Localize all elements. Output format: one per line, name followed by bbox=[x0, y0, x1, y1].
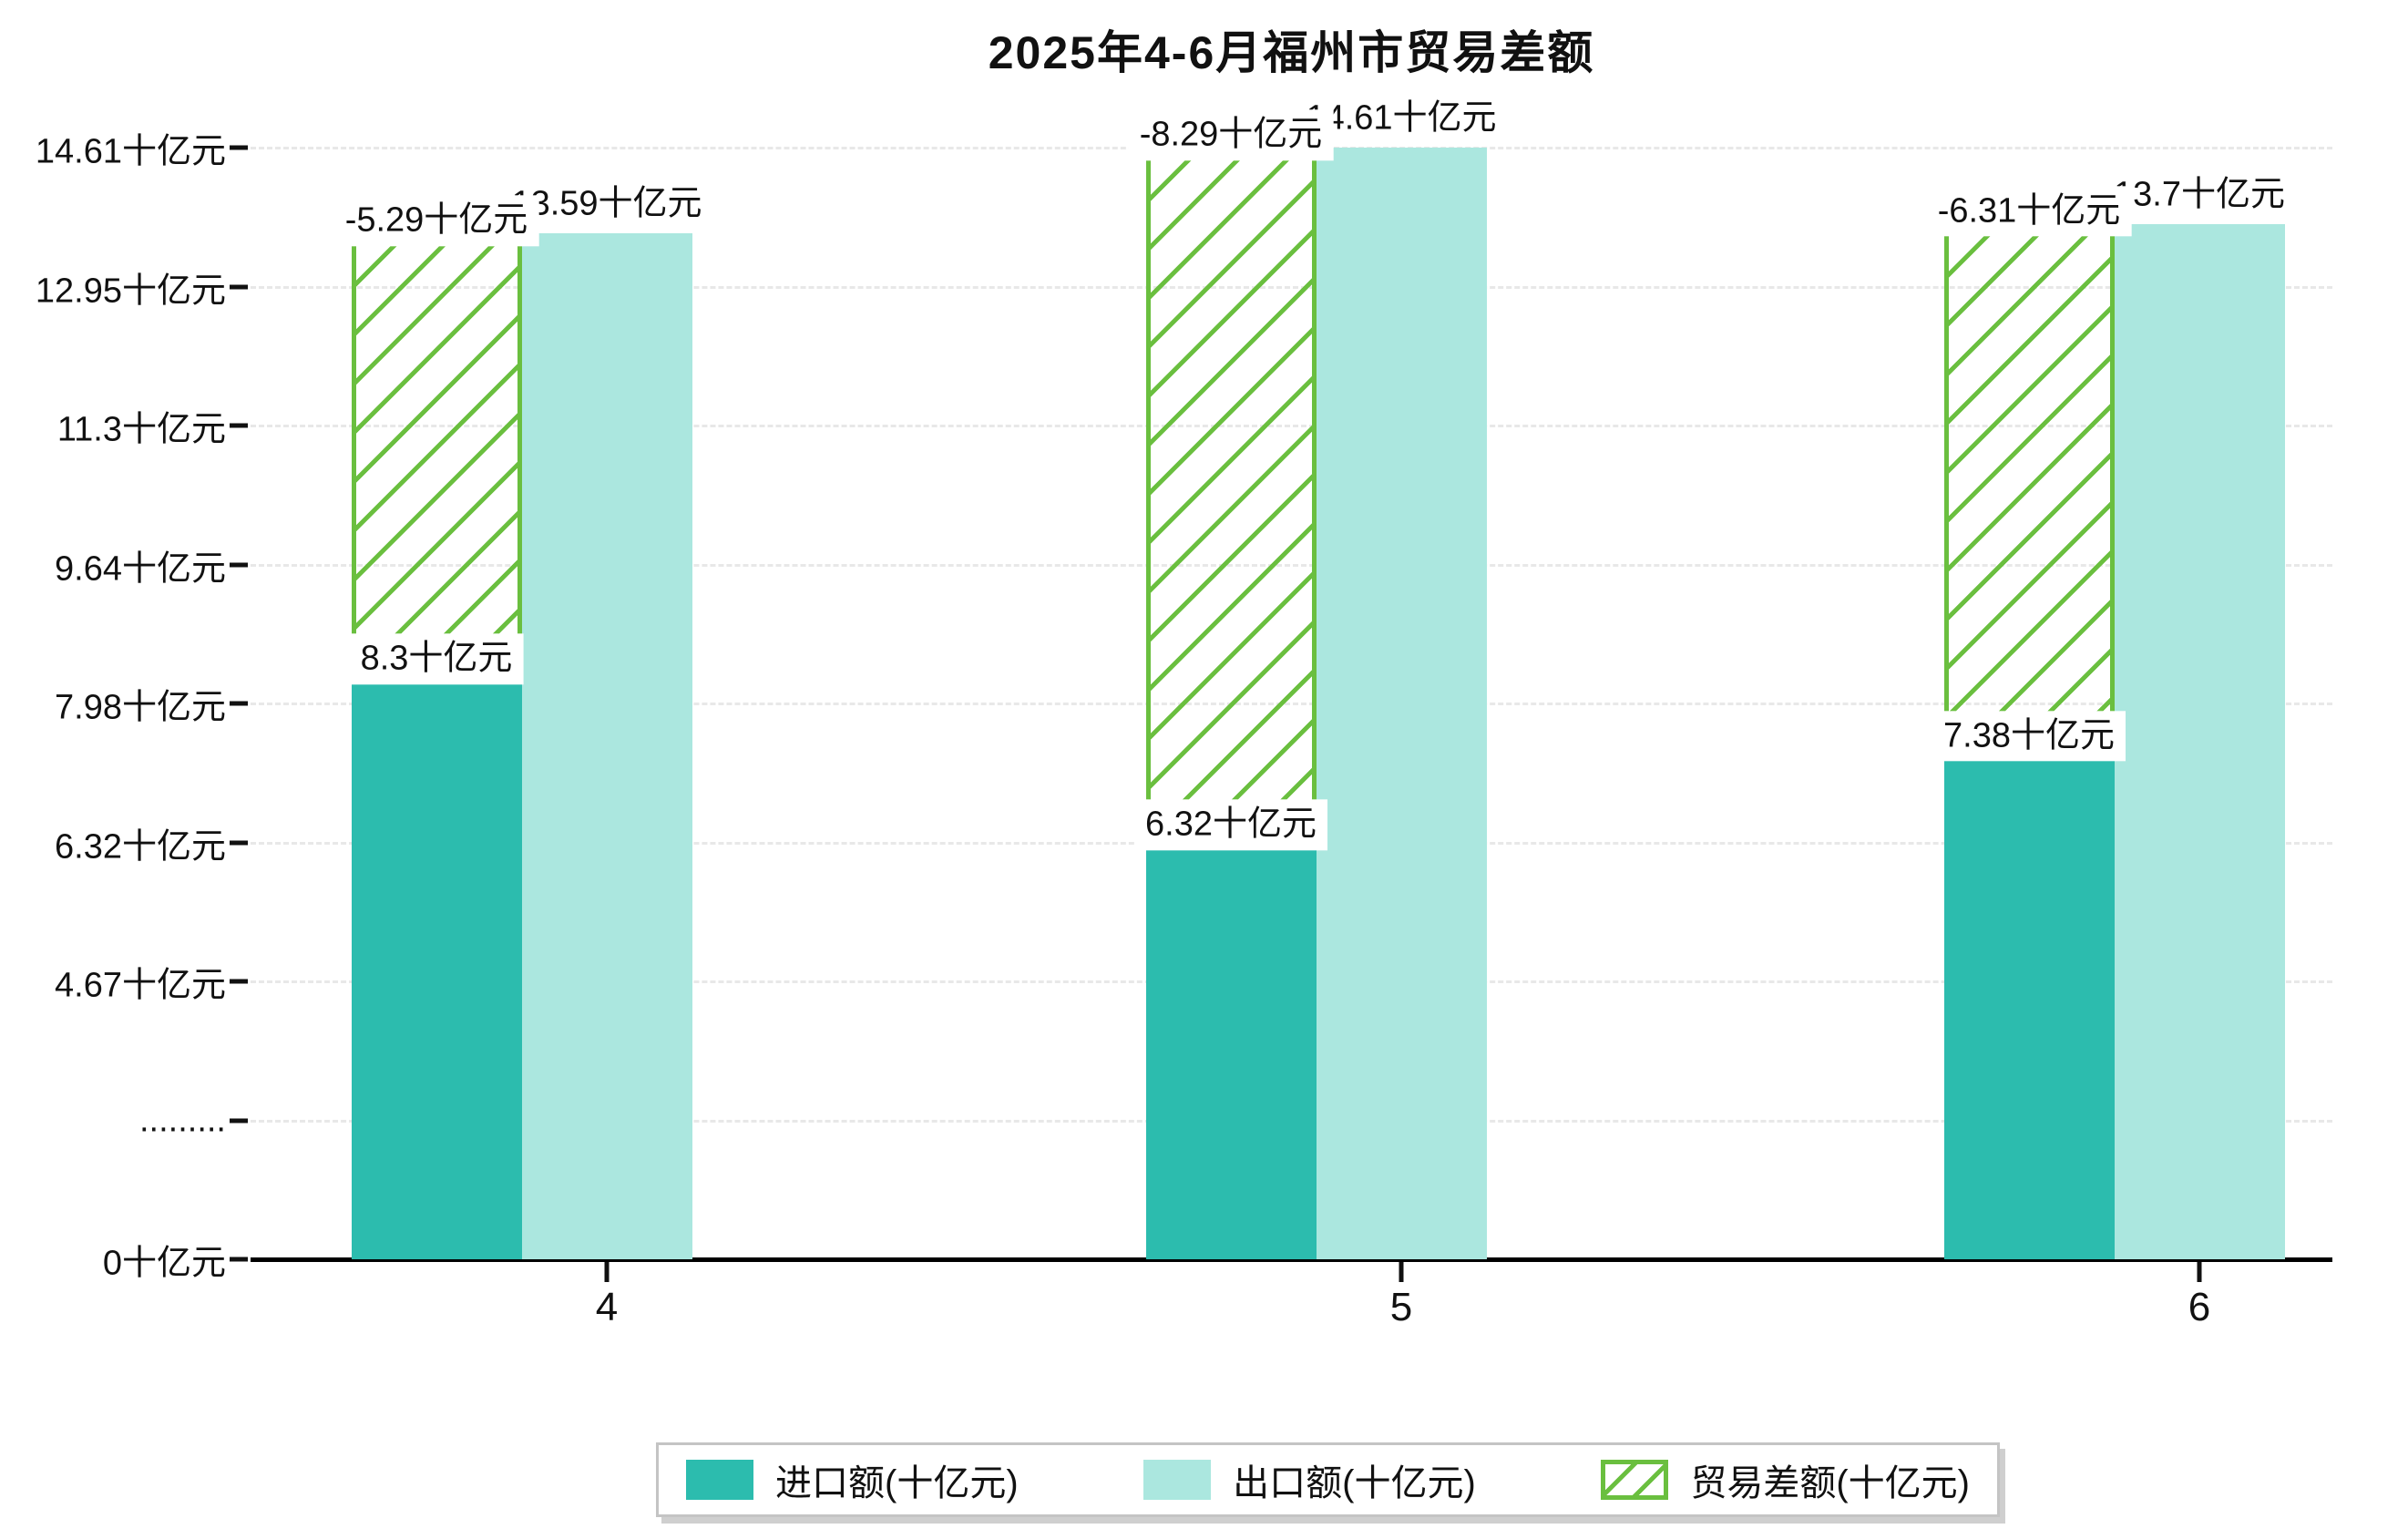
y-tick-mark bbox=[230, 701, 248, 706]
export-bar bbox=[1316, 148, 1487, 1259]
y-tick-label: 14.61十亿元 bbox=[35, 132, 226, 171]
y-tick-label: 7.98十亿元 bbox=[55, 688, 226, 727]
y-tick-mark bbox=[230, 1257, 248, 1262]
y-axis-break-tick: ......... bbox=[138, 1101, 226, 1139]
y-tick-mark bbox=[230, 562, 248, 567]
y-tick-label: 9.64十亿元 bbox=[55, 549, 226, 588]
y-tick-label: 12.95十亿元 bbox=[35, 272, 226, 310]
legend-swatch-import-icon bbox=[686, 1460, 753, 1500]
x-tick-mark bbox=[1399, 1262, 1404, 1282]
trade-balance-value-label: -6.31十亿元 bbox=[1926, 186, 2132, 237]
trade-balance-value-label: -5.29十亿元 bbox=[333, 195, 539, 246]
export-bar bbox=[521, 232, 692, 1259]
legend-item-export: 出口额(十亿元) bbox=[1143, 1453, 1476, 1506]
import-value-label: 8.3十亿元 bbox=[349, 633, 524, 684]
x-tick-mark bbox=[2197, 1262, 2202, 1282]
y-tick-mark bbox=[230, 145, 248, 150]
export-bar bbox=[2114, 223, 2285, 1259]
chart-title: 2025年4-6月福州市贸易差额 bbox=[988, 27, 1595, 78]
trade-balance-bar bbox=[1943, 223, 2115, 754]
trade-balance-value-label: -8.29十亿元 bbox=[1128, 109, 1334, 160]
trade-balance-bar bbox=[1145, 148, 1317, 844]
x-tick-mark bbox=[604, 1262, 610, 1282]
y-tick-mark bbox=[230, 840, 248, 845]
x-tick-label: 4 bbox=[595, 1285, 619, 1329]
y-tick-mark bbox=[230, 423, 248, 428]
x-tick-label: 5 bbox=[1389, 1285, 1413, 1329]
y-tick-label: 4.67十亿元 bbox=[55, 966, 226, 1005]
y-tick-mark bbox=[230, 1118, 248, 1123]
export-value-label: 13.7十亿元 bbox=[2103, 169, 2296, 221]
x-tick-label: 6 bbox=[2188, 1285, 2211, 1329]
y-tick-mark bbox=[230, 284, 248, 289]
legend-item-import: 进口额(十亿元) bbox=[686, 1453, 1019, 1506]
import-bar bbox=[1145, 843, 1317, 1259]
y-tick-label: 11.3十亿元 bbox=[56, 410, 226, 449]
legend-label: 出口额(十亿元) bbox=[1233, 1463, 1476, 1503]
y-tick-label: 0十亿元 bbox=[102, 1244, 226, 1283]
legend-label: 贸易差额(十亿元) bbox=[1690, 1463, 1970, 1503]
y-tick-mark bbox=[230, 979, 248, 984]
y-tick-label: 6.32十亿元 bbox=[55, 827, 226, 866]
x-axis-line bbox=[251, 1257, 2332, 1262]
import-value-label: 7.38十亿元 bbox=[1932, 710, 2126, 762]
legend-label: 进口额(十亿元) bbox=[775, 1463, 1019, 1503]
legend-swatch-export-icon bbox=[1143, 1460, 1212, 1500]
import-value-label: 6.32十亿元 bbox=[1134, 799, 1327, 851]
legend: 进口额(十亿元) 出口额(十亿元) 贸易差额(十亿元) bbox=[656, 1442, 2000, 1517]
legend-item-trade-balance: 贸易差额(十亿元) bbox=[1601, 1453, 1970, 1506]
import-bar bbox=[351, 676, 522, 1259]
import-bar bbox=[1943, 754, 2115, 1259]
trade-balance-bar bbox=[351, 232, 522, 677]
legend-swatch-trade-balance-icon bbox=[1601, 1460, 1669, 1500]
